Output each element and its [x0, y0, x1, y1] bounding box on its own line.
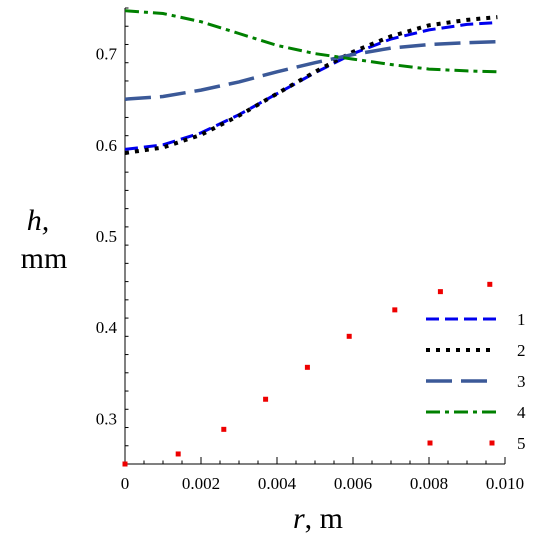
series-layer	[122, 9, 498, 467]
legend-label-3: 3	[517, 372, 526, 391]
series-5-point	[392, 307, 398, 313]
series-3-line	[124, 39, 498, 101]
legend-label-2: 2	[517, 341, 526, 360]
series-5-point	[346, 333, 352, 339]
y-tick-label: 0.5	[96, 227, 117, 246]
y-tick-label: 0.6	[96, 136, 117, 155]
series-2-line	[124, 15, 498, 155]
legend-swatch-5	[427, 440, 433, 446]
axes: 0 0.002 0.004 0.006 0.008 0.010 0.3 0.4 0.5 0.6 0.…	[96, 7, 524, 493]
series-4-line	[124, 9, 498, 74]
series-5-point	[487, 281, 493, 287]
series-5-point	[263, 396, 269, 402]
x-tick-label: 0.006	[334, 474, 372, 493]
x-tick-label: 0.004	[258, 474, 297, 493]
legend-label-5: 5	[517, 434, 526, 453]
legend: 1 2 3 4 5	[426, 310, 526, 453]
x-axis-title: r, m	[293, 502, 343, 535]
series-5-point	[437, 289, 443, 295]
series-5-point	[304, 364, 310, 370]
legend-label-1: 1	[517, 310, 526, 329]
x-tick-label: 0.002	[182, 474, 220, 493]
series-5-point	[221, 426, 227, 432]
x-tick-label: 0	[121, 474, 130, 493]
y-axis-title-unit: mm	[21, 242, 68, 275]
legend-swatch-5	[489, 440, 495, 446]
legend-label-4: 4	[517, 403, 526, 422]
x-tick-label: 0.008	[410, 474, 448, 493]
series-5-point	[122, 461, 128, 467]
series-5-point	[175, 451, 181, 457]
x-tick-label: 0.010	[486, 474, 524, 493]
y-axis-title-var: h,	[27, 204, 50, 237]
series-1-line	[124, 21, 498, 151]
y-tick-label: 0.7	[96, 45, 118, 64]
y-tick-label: 0.3	[96, 409, 117, 428]
y-tick-label: 0.4	[96, 318, 118, 337]
